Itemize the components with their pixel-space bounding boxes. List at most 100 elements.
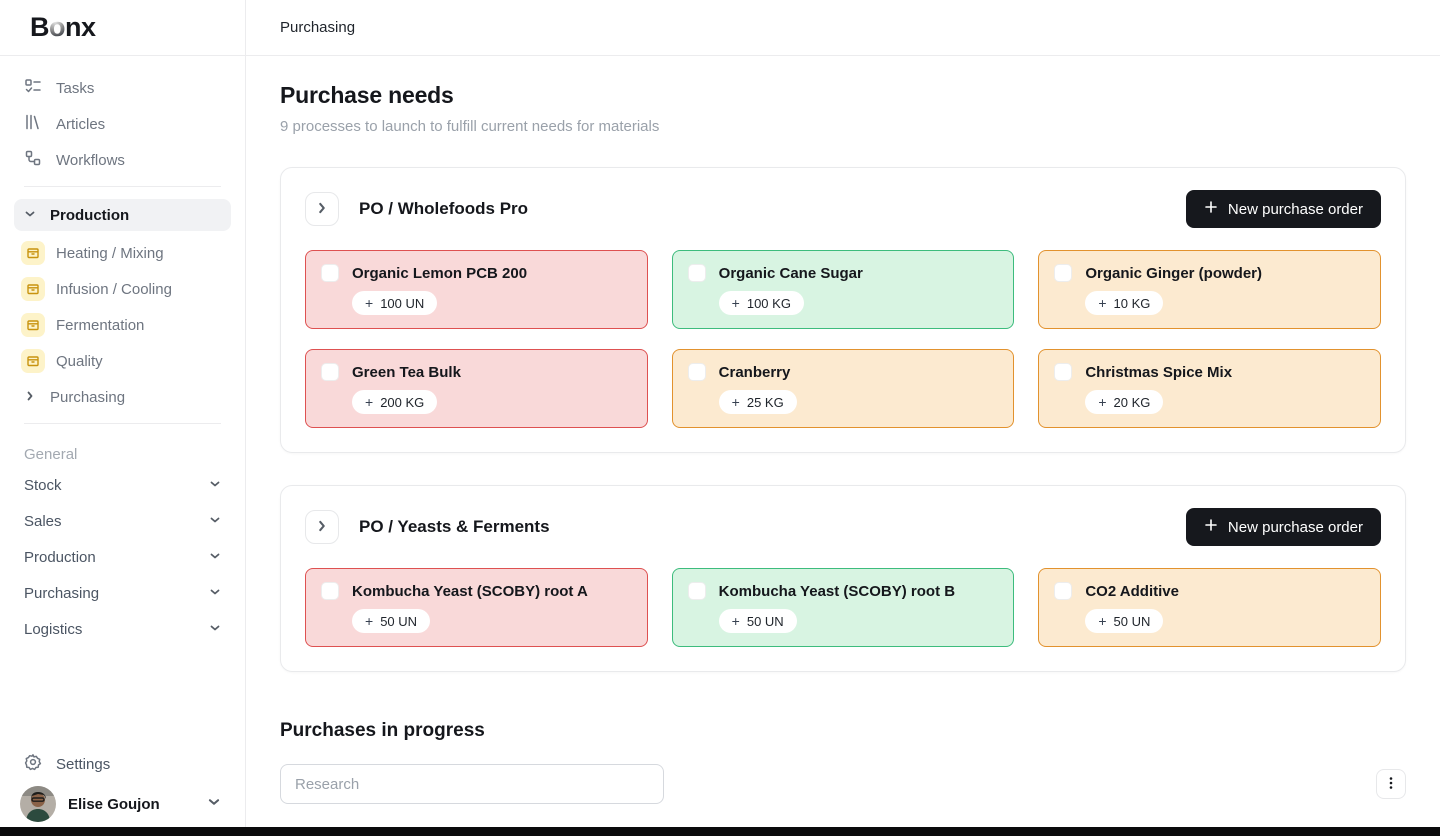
need-name: Kombucha Yeast (SCOBY) root B	[718, 582, 956, 600]
brand-logo: Bonx	[0, 0, 245, 56]
workstation-icon	[24, 280, 42, 298]
chevron-right-icon	[315, 519, 329, 536]
sidebar-footer: Settings Elise Goujon	[0, 748, 245, 836]
sidebar-item-label: Purchasing	[50, 388, 126, 406]
need-card[interactable]: Organic Ginger (powder) +10 KG	[1038, 250, 1381, 329]
sidebar-item-label: Stock	[24, 476, 62, 494]
sidebar-item-label: Production	[24, 548, 96, 566]
sidebar-item-label: Articles	[56, 115, 106, 133]
sidebar-item-label: Heating / Mixing	[56, 244, 164, 262]
quantity-value: 10 KG	[1113, 295, 1151, 311]
sidebar-item-label: Tasks	[56, 79, 95, 97]
sidebar-item-heating-mixing[interactable]: Heating / Mixing	[14, 239, 231, 267]
user-name: Elise Goujon	[68, 795, 160, 813]
quantity-badge: +100 KG	[718, 291, 804, 315]
chevron-down-icon	[209, 513, 221, 530]
sidebar-item-label: Purchasing	[24, 584, 100, 602]
need-name: Kombucha Yeast (SCOBY) root A	[352, 582, 588, 600]
button-label: New purchase order	[1227, 200, 1363, 218]
checkbox[interactable]	[321, 363, 339, 381]
chevron-down-icon	[209, 585, 221, 602]
settings-label: Settings	[56, 755, 111, 773]
purchase-needs-grid: Organic Lemon PCB 200 +100 UN Organic Ca…	[305, 250, 1381, 428]
page-title: Purchase needs	[280, 82, 454, 108]
sidebar-item-fermentation[interactable]: Fermentation	[14, 311, 231, 339]
quantity-value: 50 UN	[1113, 613, 1151, 629]
quantity-value: 100 UN	[380, 295, 425, 311]
plus-icon: +	[731, 613, 740, 629]
need-card[interactable]: Organic Lemon PCB 200 +100 UN	[305, 250, 648, 329]
sidebar-item-sales[interactable]: Sales	[14, 507, 231, 535]
sidebar-item-label: Sales	[24, 512, 62, 530]
sidebar-item-logistics[interactable]: Logistics	[14, 615, 231, 643]
quantity-value: 25 KG	[746, 394, 784, 410]
need-card[interactable]: Green Tea Bulk +200 KG	[305, 349, 648, 428]
po-section-header: PO / Yeasts & Ferments New purchase orde…	[305, 508, 1381, 546]
topbar: Purchasing	[246, 0, 1440, 56]
po-section-title: PO / Yeasts & Ferments	[359, 517, 550, 536]
tasks-icon	[24, 77, 42, 99]
content: Purchase needs 9 processes to launch to …	[246, 56, 1440, 836]
checkbox[interactable]	[1054, 264, 1073, 282]
plus-icon: +	[1098, 613, 1107, 629]
checkbox[interactable]	[687, 363, 706, 381]
new-purchase-order-button[interactable]: New purchase order	[1185, 508, 1381, 546]
button-label: New purchase order	[1227, 518, 1363, 536]
sidebar-item-tasks[interactable]: Tasks	[14, 74, 231, 102]
divider	[24, 186, 221, 187]
sidebar-item-production[interactable]: Production	[14, 543, 231, 571]
workstation-icon	[24, 352, 42, 370]
need-card[interactable]: Kombucha Yeast (SCOBY) root A +50 UN	[305, 568, 648, 647]
plus-icon: +	[365, 613, 374, 629]
user-menu[interactable]: Elise Goujon	[14, 780, 231, 822]
checkbox[interactable]	[687, 582, 706, 600]
need-name: CO2 Additive	[1085, 582, 1179, 600]
checkbox[interactable]	[687, 264, 706, 282]
expand-button[interactable]	[305, 192, 339, 226]
po-section-yeasts: PO / Yeasts & Ferments New purchase orde…	[280, 485, 1406, 672]
bottom-edge-bar	[0, 827, 1440, 836]
plus-icon: +	[731, 394, 740, 410]
sidebar-item-purchasing-group[interactable]: Purchasing	[14, 383, 231, 411]
search-input[interactable]	[280, 764, 664, 804]
kebab-menu-button[interactable]	[1376, 769, 1406, 799]
sidebar-item-settings[interactable]: Settings	[14, 748, 231, 780]
quantity-badge: +50 UN	[352, 609, 431, 633]
need-name: Christmas Spice Mix	[1085, 363, 1233, 381]
quantity-value: 200 KG	[380, 394, 425, 410]
need-name: Organic Ginger (powder)	[1085, 264, 1263, 282]
checkbox[interactable]	[321, 582, 339, 600]
sidebar-item-label: Production	[50, 206, 130, 224]
need-card[interactable]: Organic Cane Sugar +100 KG	[671, 250, 1015, 329]
plus-icon: +	[365, 295, 374, 311]
page-subtitle: 9 processes to launch to fulfill current…	[280, 118, 660, 135]
sidebar-item-workflows[interactable]: Workflows	[14, 146, 231, 174]
need-card[interactable]: Cranberry +25 KG	[671, 349, 1015, 428]
expand-button[interactable]	[305, 510, 339, 544]
po-section-wholefoods: PO / Wholefoods Pro New purchase order O…	[280, 167, 1406, 453]
need-card[interactable]: Christmas Spice Mix +20 KG	[1038, 349, 1381, 428]
need-name: Organic Lemon PCB 200	[352, 264, 528, 282]
chevron-down-icon	[209, 621, 221, 638]
sidebar-item-articles[interactable]: Articles	[14, 110, 231, 138]
sidebar-item-stock[interactable]: Stock	[14, 471, 231, 499]
plus-icon: +	[1098, 394, 1107, 410]
checkbox[interactable]	[321, 264, 339, 282]
sidebar-item-quality[interactable]: Quality	[14, 347, 231, 375]
checkbox[interactable]	[1054, 582, 1073, 600]
sidebar-item-label: Workflows	[56, 151, 125, 169]
sidebar-item-infusion-cooling[interactable]: Infusion / Cooling	[14, 275, 231, 303]
checkbox[interactable]	[1054, 363, 1073, 381]
quantity-badge: +10 KG	[1085, 291, 1164, 315]
sidebar-nav: Tasks Articles Workflows Production	[0, 56, 245, 651]
need-card[interactable]: Kombucha Yeast (SCOBY) root B +50 UN	[671, 568, 1015, 647]
chevron-down-icon	[207, 795, 221, 814]
po-section-header: PO / Wholefoods Pro New purchase order	[305, 190, 1381, 228]
plus-icon: +	[1098, 295, 1107, 311]
sidebar-item-production-group[interactable]: Production	[14, 199, 231, 231]
need-name: Green Tea Bulk	[352, 363, 461, 381]
need-card[interactable]: CO2 Additive +50 UN	[1038, 568, 1381, 647]
sidebar-item-purchasing[interactable]: Purchasing	[14, 579, 231, 607]
new-purchase-order-button[interactable]: New purchase order	[1185, 190, 1381, 228]
